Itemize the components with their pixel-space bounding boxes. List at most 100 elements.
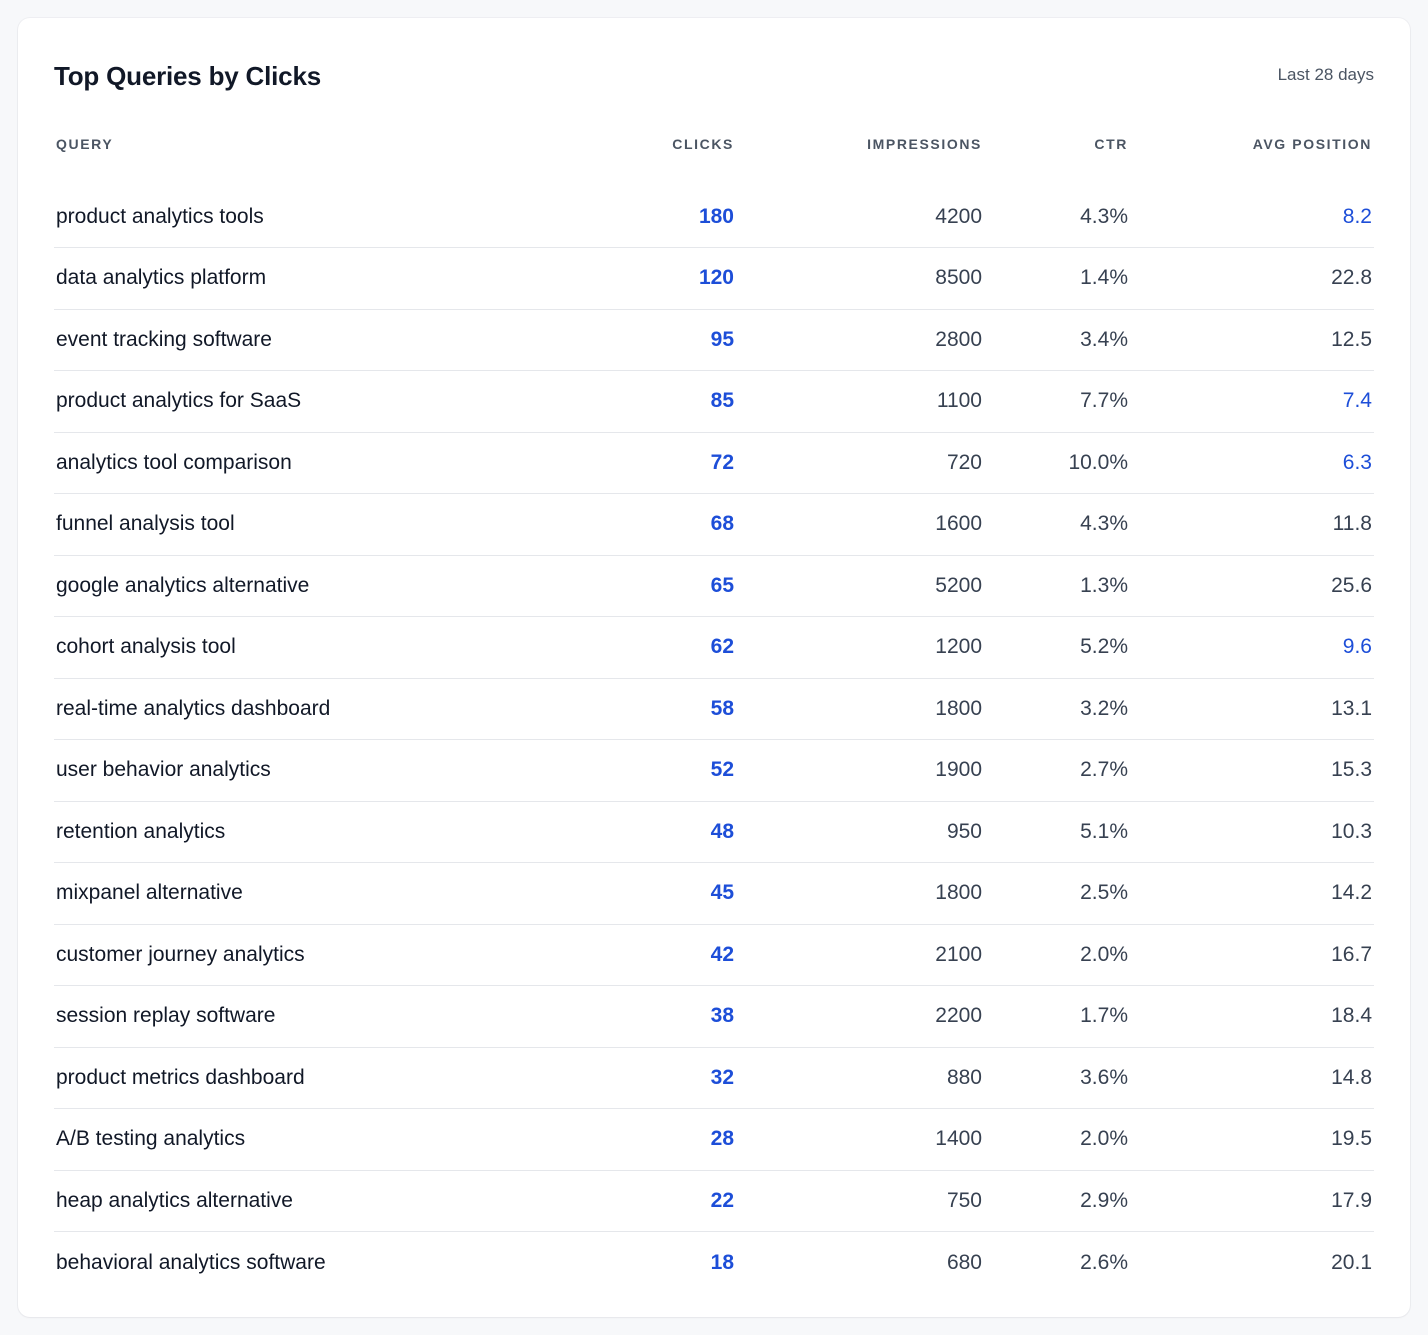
- query-cell: analytics tool comparison: [54, 432, 584, 494]
- clicks-cell: 18: [710, 1250, 734, 1274]
- avg-position-cell: 13.1: [1130, 678, 1374, 740]
- ctr-cell: 3.2%: [984, 678, 1130, 740]
- table-row[interactable]: user behavior analytics 52 1900 2.7% 15.3: [54, 739, 1374, 802]
- impressions-cell: 2100: [736, 924, 984, 986]
- clicks-cell: 180: [584, 186, 736, 248]
- ctr-cell: 4.3%: [984, 186, 1130, 248]
- avg-position-cell: 10.3: [1130, 801, 1374, 863]
- clicks-cell: 120: [584, 247, 736, 310]
- ctr-cell: 2.0%: [984, 1108, 1130, 1171]
- table-row[interactable]: product analytics tools 180 4200 4.3% 8.2: [54, 186, 1374, 248]
- avg-position-cell: 11.8: [1130, 493, 1374, 556]
- table-row[interactable]: analytics tool comparison 72 720 10.0% 6.3: [54, 432, 1374, 494]
- avg-position-cell: 6.3: [1130, 432, 1374, 494]
- table-row[interactable]: retention analytics 48 950 5.1% 10.3: [54, 801, 1374, 863]
- avg-position-cell: 20.1: [1331, 1250, 1372, 1274]
- impressions-cell: 950: [736, 801, 984, 863]
- date-range-label: Last 28 days: [1277, 65, 1374, 84]
- avg-position-cell: 18.4: [1130, 985, 1374, 1048]
- clicks-cell: 42: [584, 924, 736, 986]
- ctr-cell: 2.9%: [984, 1170, 1130, 1232]
- table-row[interactable]: event tracking software 95 2800 3.4% 12.5: [54, 309, 1374, 371]
- ctr-cell: 1.7%: [984, 985, 1130, 1048]
- ctr-cell: 1.4%: [984, 247, 1130, 310]
- avg-position-cell: 22.8: [1130, 247, 1374, 310]
- ctr-cell: 2.0%: [984, 924, 1130, 986]
- clicks-cell: 62: [584, 616, 736, 679]
- clicks-cell: 38: [584, 985, 736, 1048]
- impressions-cell: 1200: [736, 616, 984, 679]
- impressions-cell: 750: [736, 1170, 984, 1232]
- column-header-query[interactable]: QUERY: [56, 136, 114, 152]
- avg-position-cell: 25.6: [1130, 555, 1374, 617]
- card-header: Top Queries by Clicks Last 28 days: [54, 58, 1374, 98]
- query-cell: mixpanel alternative: [54, 862, 584, 925]
- avg-position-cell: 19.5: [1130, 1108, 1374, 1171]
- query-cell: data analytics platform: [54, 247, 584, 310]
- ctr-cell: 2.7%: [984, 739, 1130, 802]
- impressions-cell: 720: [736, 432, 984, 494]
- avg-position-cell: 8.2: [1130, 186, 1374, 248]
- query-cell: customer journey analytics: [54, 924, 584, 986]
- table-row[interactable]: mixpanel alternative 45 1800 2.5% 14.2: [54, 862, 1374, 925]
- ctr-cell: 3.6%: [984, 1047, 1130, 1109]
- impressions-cell: 1800: [736, 678, 984, 740]
- clicks-cell: 22: [584, 1170, 736, 1232]
- table-row[interactable]: product analytics for SaaS 85 1100 7.7% 7.4: [54, 370, 1374, 433]
- clicks-cell: 48: [584, 801, 736, 863]
- column-header-ctr[interactable]: CTR: [1094, 136, 1128, 152]
- table-row[interactable]: session replay software 38 2200 1.7% 18.4: [54, 985, 1374, 1048]
- column-header-avg-position[interactable]: AVG POSITION: [1252, 136, 1372, 152]
- query-cell: cohort analysis tool: [54, 616, 584, 679]
- query-cell: retention analytics: [54, 801, 584, 863]
- query-cell: A/B testing analytics: [54, 1108, 584, 1171]
- ctr-cell: 1.3%: [984, 555, 1130, 617]
- table-row[interactable]: customer journey analytics 42 2100 2.0% 16.7: [54, 924, 1374, 986]
- avg-position-cell: 12.5: [1130, 309, 1374, 371]
- query-cell: product analytics for SaaS: [54, 370, 584, 433]
- table-row[interactable]: funnel analysis tool 68 1600 4.3% 11.8: [54, 493, 1374, 556]
- impressions-cell: 1400: [736, 1108, 984, 1171]
- ctr-cell: 5.2%: [984, 616, 1130, 679]
- clicks-cell: 85: [584, 370, 736, 433]
- clicks-cell: 72: [584, 432, 736, 494]
- impressions-cell: 880: [736, 1047, 984, 1109]
- ctr-cell: 7.7%: [984, 370, 1130, 433]
- ctr-cell: 2.6%: [1080, 1250, 1128, 1274]
- ctr-cell: 10.0%: [984, 432, 1130, 494]
- column-header-impressions[interactable]: IMPRESSIONS: [867, 136, 982, 152]
- table-row[interactable]: data analytics platform 120 8500 1.4% 22.8: [54, 247, 1374, 310]
- impressions-cell: 1800: [736, 862, 984, 925]
- avg-position-cell: 14.2: [1130, 862, 1374, 925]
- table-row[interactable]: cohort analysis tool 62 1200 5.2% 9.6: [54, 616, 1374, 679]
- clicks-cell: 95: [584, 309, 736, 371]
- table-header: QUERY CLICKS IMPRESSIONS CTR AVG POSITIO…: [54, 126, 1374, 162]
- clicks-cell: 32: [584, 1047, 736, 1109]
- column-header-clicks[interactable]: CLICKS: [672, 136, 734, 152]
- impressions-cell: 1900: [736, 739, 984, 802]
- card-title: Top Queries by Clicks: [54, 61, 321, 91]
- query-cell: heap analytics alternative: [54, 1170, 584, 1232]
- ctr-cell: 4.3%: [984, 493, 1130, 556]
- impressions-cell: 8500: [736, 247, 984, 310]
- table-row[interactable]: A/B testing analytics 28 1400 2.0% 19.5: [54, 1108, 1374, 1171]
- clicks-cell: 68: [584, 493, 736, 556]
- clicks-cell: 28: [584, 1108, 736, 1171]
- impressions-cell: 680: [946, 1250, 982, 1274]
- table-row[interactable]: product metrics dashboard 32 880 3.6% 14.8: [54, 1047, 1374, 1109]
- table-row[interactable]: heap analytics alternative 22 750 2.9% 17.9: [54, 1170, 1374, 1232]
- ctr-cell: 2.5%: [984, 862, 1130, 925]
- impressions-cell: 1600: [736, 493, 984, 556]
- query-cell: google analytics alternative: [54, 555, 584, 617]
- table-row[interactable]: google analytics alternative 65 5200 1.3% 25…: [54, 555, 1374, 617]
- table-row[interactable]: real-time analytics dashboard 58 1800 3.2% 1…: [54, 678, 1374, 740]
- query-cell: behavioral analytics software: [56, 1250, 326, 1274]
- clicks-cell: 58: [584, 678, 736, 740]
- query-cell: event tracking software: [54, 309, 584, 371]
- query-cell: real-time analytics dashboard: [54, 678, 584, 740]
- impressions-cell: 2800: [736, 309, 984, 371]
- query-cell: user behavior analytics: [54, 739, 584, 802]
- table-row[interactable]: behavioral analytics software 18 680 2.6% 20…: [54, 1232, 1374, 1294]
- avg-position-cell: 7.4: [1130, 370, 1374, 433]
- top-queries-card: Top Queries by Clicks Last 28 days QUERY…: [18, 18, 1410, 1317]
